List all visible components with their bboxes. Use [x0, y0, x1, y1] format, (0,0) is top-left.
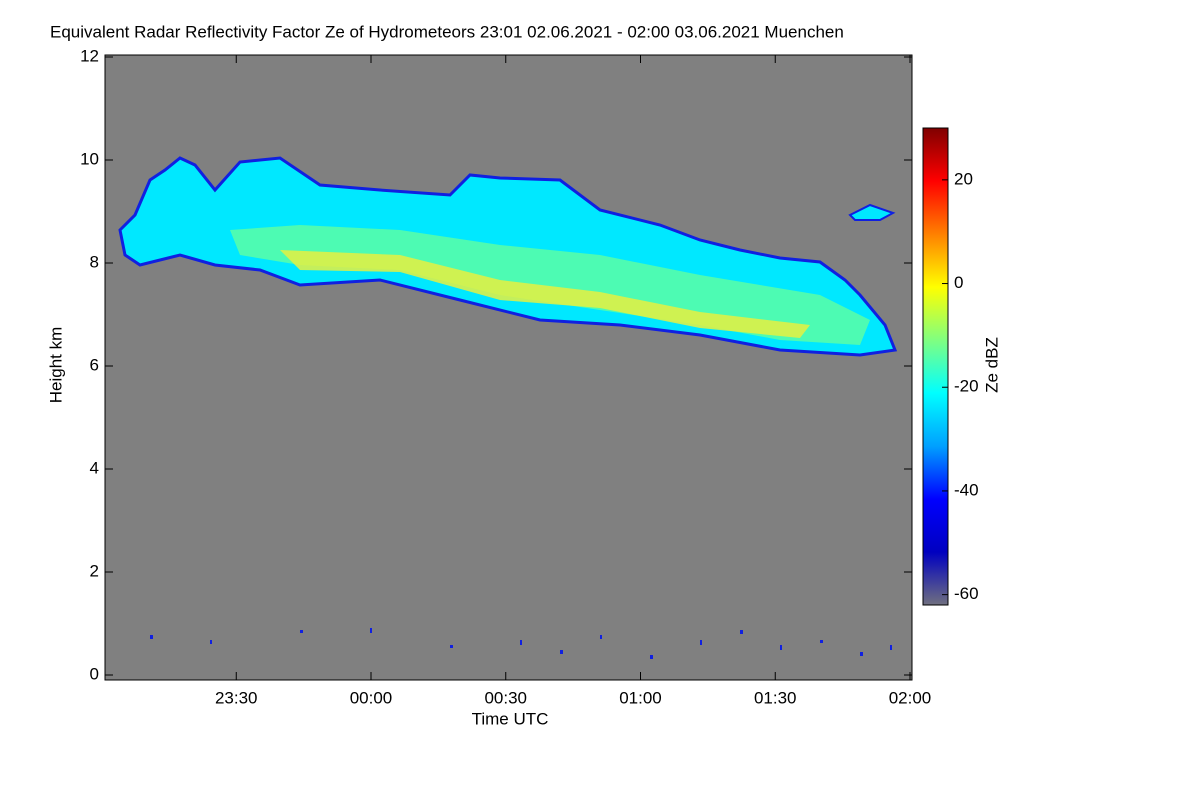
colorbar-tick-label: 0: [954, 273, 963, 292]
colorbar-tick-label: -60: [954, 584, 979, 603]
x-tick-label: 23:30: [215, 688, 258, 707]
y-tick-label: 2: [90, 561, 99, 580]
radar-echo: [118, 156, 898, 659]
colorbar-tick-label: -20: [954, 377, 979, 396]
x-tick-label: 02:00: [889, 688, 932, 707]
y-tick-label: 10: [80, 149, 99, 168]
x-axis-label: Time UTC: [472, 709, 549, 728]
x-tick-label: 01:30: [754, 688, 797, 707]
colorbar-label: Ze dBZ: [982, 337, 1001, 393]
x-tick-label: 00:30: [484, 688, 527, 707]
plot-frame: [104, 54, 913, 681]
y-axis-label: Height km: [46, 327, 65, 404]
colorbar: [922, 127, 949, 606]
y-tick-label: 6: [90, 355, 99, 374]
x-tick-label: 01:00: [619, 688, 662, 707]
y-tick-label: 0: [90, 664, 99, 683]
colorbar-tick-label: 20: [954, 169, 973, 188]
x-tick-label: 00:00: [350, 688, 393, 707]
y-tick-label: 8: [90, 252, 99, 271]
y-tick-label: 12: [80, 46, 99, 65]
y-tick-label: 4: [90, 458, 99, 477]
colorbar-tick-label: -40: [954, 480, 979, 499]
chart-title: Equivalent Radar Reflectivity Factor Ze …: [50, 22, 844, 41]
plot-background: [105, 55, 912, 680]
